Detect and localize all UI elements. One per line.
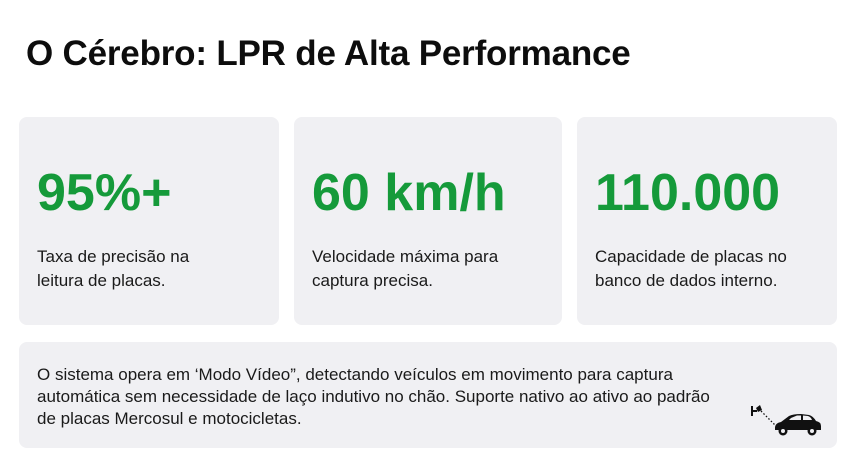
page-title: O Cérebro: LPR de Alta Performance <box>26 34 631 73</box>
stat-value: 110.000 <box>595 164 781 222</box>
stat-description: Taxa de precisão na leitura de placas. <box>37 247 190 290</box>
stat-description: Velocidade máxima para captura precisa. <box>312 247 499 290</box>
stat-card-speed: 60 km/h Velocidade máxima para captura p… <box>294 117 562 325</box>
stat-value: 95%+ <box>37 164 172 222</box>
stat-card-capacity: 110.000 Capacidade de placas no banco de… <box>577 117 837 325</box>
stat-card-accuracy: 95%+ Taxa de precisão na leitura de plac… <box>19 117 279 325</box>
info-text: O sistema opera em ‘Modo Vídeo”, detecta… <box>37 365 710 428</box>
stat-description: Capacidade de placas no banco de dados i… <box>595 247 787 290</box>
camera-car-icon <box>749 400 825 440</box>
stat-value: 60 km/h <box>312 164 506 222</box>
info-panel: O sistema opera em ‘Modo Vídeo”, detecta… <box>19 342 837 448</box>
